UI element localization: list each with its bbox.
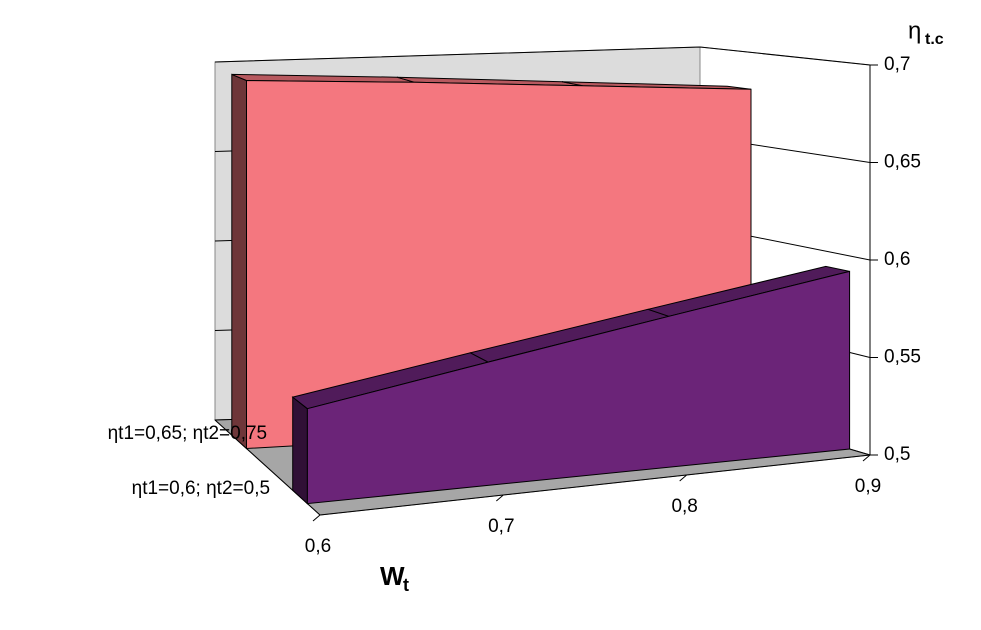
x-axis-title: W: [380, 561, 405, 591]
area-side: [292, 396, 308, 505]
x-tick-label: 0,8: [671, 496, 697, 517]
y-tick-label: 0,5: [884, 444, 910, 465]
x-tick-label: 0,7: [488, 516, 514, 537]
y-axis-title: η: [908, 17, 921, 44]
area-front: [306, 270, 851, 505]
x-tick: [312, 514, 321, 522]
x-tick-label: 0,9: [855, 476, 881, 497]
grid-line: [214, 46, 871, 66]
y-axis-title-sub: t.c: [925, 31, 944, 48]
y-tick-label: 0,55: [884, 347, 921, 368]
y-tick-label: 0,7: [884, 54, 910, 75]
x-tick: [679, 474, 687, 482]
x-tick-label: 0,6: [305, 536, 331, 557]
x-tick: [496, 494, 504, 502]
y-tick-label: 0,65: [884, 152, 921, 173]
x-tick: [862, 454, 871, 462]
y-tick-label: 0,6: [884, 249, 910, 270]
area-side: [231, 73, 247, 450]
series-label: ηt1=0,6; ηt2=0,5: [132, 478, 270, 499]
series-label: ηt1=0,65; ηt2=0,75: [108, 423, 268, 444]
x-axis-title-sub: t: [403, 575, 409, 595]
x-axis: [319, 454, 871, 516]
